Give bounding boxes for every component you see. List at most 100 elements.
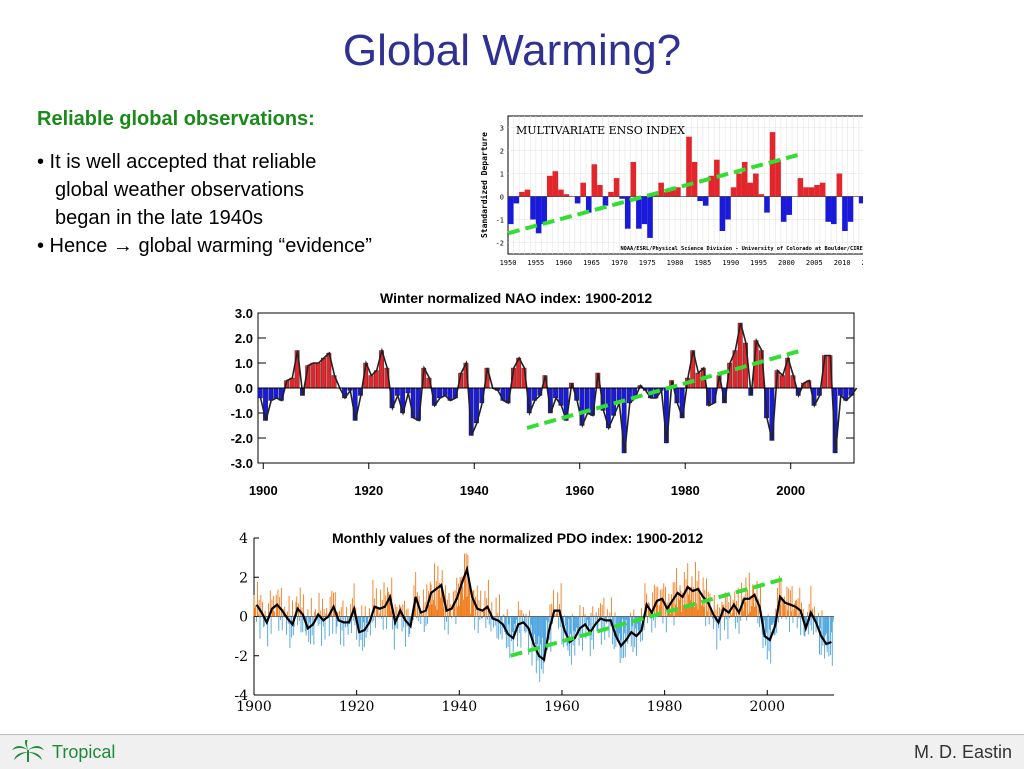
x-tick-label: 1920 [339,699,375,715]
enso-bar [552,171,559,197]
enso-bar [658,182,664,197]
y-axis-label: Standardized Departure [479,132,489,238]
y-tick-label: -2 [496,240,504,248]
enso-bar [585,196,592,213]
enso-bar [786,196,793,215]
nao-bar [310,362,316,389]
page-title: Global Warming? [342,26,682,75]
enso-bar [669,189,676,197]
palm-logo-icon [12,740,44,762]
enso-bar [691,162,698,197]
nao-bar [273,387,279,399]
footer-author: M. D. Eastin [913,742,1012,762]
y-tick-label: -1 [496,217,504,225]
trend-line [526,348,802,430]
section-heading: Reliable global observations: [37,108,315,130]
enso-bar [736,173,742,197]
x-tick-label: 1955 [527,259,544,267]
x-tick-label: 1975 [639,259,656,267]
nao-bar [442,387,448,396]
enso-bar [775,159,781,197]
enso-bar [663,191,670,197]
enso-bar [858,196,863,204]
y-tick-label: 3 [500,125,504,133]
y-tick-label: 1 [500,171,504,179]
enso-bar [836,173,843,197]
enso-bar [508,196,514,225]
nao-bar [553,387,558,399]
nao-bar [321,357,326,389]
enso-bar [636,196,642,229]
x-tick-label: 2005 [806,259,823,267]
enso-bar [780,196,787,222]
enso-bar [630,162,637,197]
enso-bar [613,178,620,197]
enso-bar [747,182,754,197]
x-tick-label: 1900 [236,699,272,715]
bullet-item: • Hence → global warming “evidence” [37,235,372,257]
x-tick-label: 1960 [555,259,572,267]
enso-bar [675,187,681,197]
enso-bar [519,191,525,197]
y-tick-label: -2.0 [231,431,253,446]
x-tick-label: 1950 [500,259,517,267]
x-tick-label: 1970 [611,259,628,267]
y-tick-label: 4 [239,531,248,547]
enso-bar [764,196,770,213]
y-tick-label: 2.0 [235,331,253,346]
enso-bar [730,187,737,197]
enso-bar [814,185,820,197]
y-tick-label: -4 [234,688,248,704]
enso-bar [619,196,625,199]
nao-chart-title: Winter normalized NAO index: 1900-2012 [380,290,653,306]
x-tick-label: 2000 [749,699,785,715]
enso-bar [842,196,848,231]
nao-bar [405,387,411,394]
enso-bar [513,196,520,204]
trend-line [507,153,799,236]
y-tick-label: 1.0 [235,356,253,371]
nao-bar [627,387,632,404]
x-tick-label: 1980 [647,699,683,715]
enso-bar [847,196,854,222]
enso-bar [686,136,692,197]
x-tick-label: 2015 [862,259,863,267]
nao-bar [315,362,321,389]
x-tick-label: 1985 [694,259,711,267]
x-tick-label: 2000 [776,483,805,498]
x-tick-label: 1960 [544,699,580,715]
nao-bar [780,375,785,389]
y-tick-label: -2 [234,649,248,665]
enso-bar [597,185,603,197]
nao-bar [394,387,400,396]
y-tick-label: 2 [239,570,248,586]
enso-bar [697,196,703,202]
bullet-item: • It is well accepted that reliable [37,151,317,173]
enso-bar [741,162,748,197]
enso-bar [591,164,598,197]
enso-chart: -2 -1 0 1 2 3 MULTIVARIATE ENSO INDEX NOAA/ESRL… [479,115,863,267]
nao-chart: 3.0 2.0 1.0 0.0 -1.0 -2.0 -3.0 1900 1920 1940 1960… [231,306,858,498]
enso-bar [580,182,586,197]
enso-bar [819,182,826,197]
enso-bar [608,191,614,197]
x-tick-label: 1995 [750,259,767,267]
enso-bar [624,196,631,229]
trend-line [510,577,784,658]
x-tick-label: 1920 [354,483,383,498]
nao-bar [268,387,274,401]
enso-bar [803,187,809,197]
enso-bar [563,194,570,197]
y-tick-label: -1.0 [231,406,253,421]
enso-bar [546,175,553,197]
enso-bar [753,173,759,197]
enso-bar [797,178,804,197]
bullet-item: began in the late 1940s [55,207,263,229]
footer-course-label: Tropical [52,742,116,762]
enso-bar [758,194,765,197]
x-tick-label: 1965 [583,259,600,267]
enso-bar [641,196,648,225]
enso-bar [725,196,731,220]
enso-bar [702,196,709,206]
